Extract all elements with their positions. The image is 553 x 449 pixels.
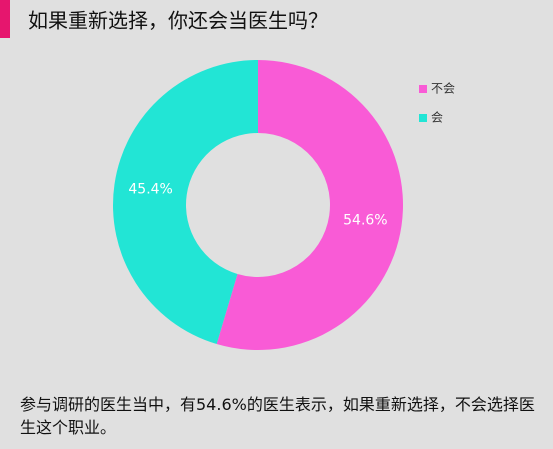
data-label: 45.4% xyxy=(128,181,172,197)
caption: 参与调研的医生当中，有54.6%的医生表示，如果重新选择，不会选择医生这个职业。 xyxy=(20,395,535,437)
donut-segment xyxy=(112,60,259,344)
legend-label: 会 xyxy=(431,111,443,125)
title-accent xyxy=(0,0,10,38)
data-label: 54.6% xyxy=(343,213,387,229)
legend-label: 不会 xyxy=(431,82,455,96)
donut-segment xyxy=(216,60,403,350)
chart-title: 如果重新选择，你还会当医生吗？ xyxy=(28,9,328,33)
legend-swatch xyxy=(419,114,427,122)
legend-swatch xyxy=(419,85,427,93)
